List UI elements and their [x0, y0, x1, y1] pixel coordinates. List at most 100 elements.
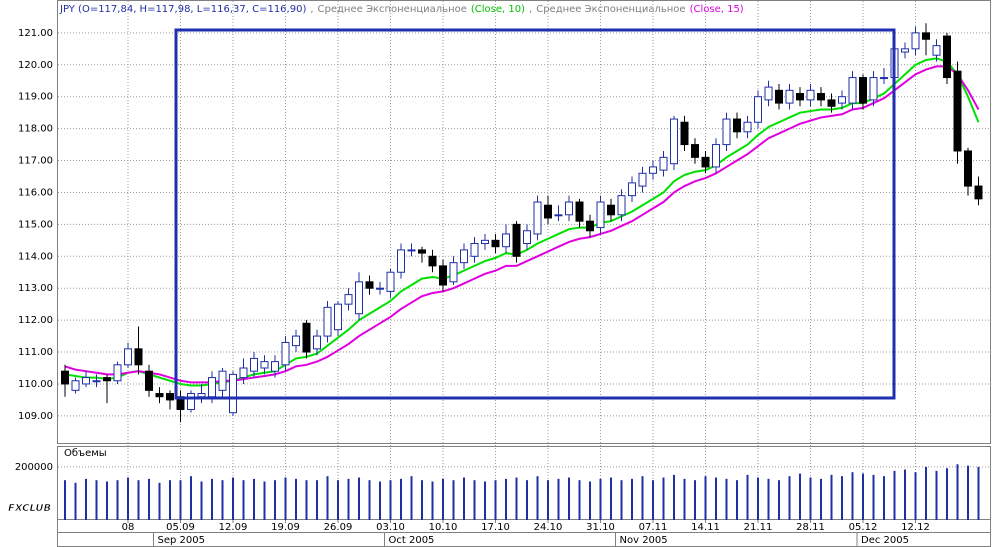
y-tick-label: 121.00 — [18, 28, 53, 39]
candle-body — [859, 77, 867, 104]
volume-bar — [232, 477, 234, 520]
x-tick-label: 07.11 — [639, 522, 668, 533]
candle-body — [596, 201, 605, 229]
volume-bar — [274, 480, 276, 520]
volume-bar — [757, 477, 759, 520]
candle-body — [827, 99, 836, 107]
ema-line — [64, 65, 980, 384]
chart-header: JPY (O=117,84, H=117,98, L=116,37, C=116… — [59, 4, 744, 15]
volume-bar — [526, 480, 528, 520]
x-tick-label: 19.09 — [271, 522, 300, 533]
volume-bar — [337, 480, 339, 520]
volume-bar — [914, 472, 917, 520]
x-tick-label: 26.09 — [324, 522, 353, 533]
volume-bar — [547, 480, 549, 520]
volume-bar — [431, 481, 434, 520]
candle-body — [880, 77, 888, 80]
candle-body — [439, 265, 447, 286]
ema-line — [64, 57, 980, 387]
candle-body — [103, 377, 111, 382]
volume-bar — [95, 480, 98, 520]
volume-bar — [127, 477, 129, 520]
x-tick-label: 28.11 — [796, 522, 825, 533]
candle-body — [953, 70, 962, 152]
volume-bar — [169, 480, 171, 520]
candle-body — [943, 35, 951, 79]
volume-bar — [610, 477, 612, 520]
candle-body — [470, 243, 479, 257]
x-tick-label: 05.09 — [166, 522, 195, 533]
volume-bar — [977, 466, 980, 520]
candle-body — [397, 249, 405, 273]
legend-entry: (Close, 10) — [471, 4, 525, 15]
volume-bar — [190, 476, 192, 520]
candle-body — [323, 306, 332, 337]
candle-body — [376, 287, 384, 290]
candle-body — [197, 393, 206, 398]
candle-body — [838, 96, 846, 104]
candle-body — [533, 201, 542, 235]
candle-body — [743, 121, 752, 133]
volume-bar — [862, 473, 864, 520]
candle-body — [565, 201, 573, 216]
candle-body — [71, 380, 80, 391]
separator: , — [310, 4, 313, 15]
volume-bar — [452, 480, 455, 520]
candle-body — [229, 373, 237, 414]
volume-bar — [505, 478, 507, 520]
x-tick-label: 24.10 — [534, 522, 563, 533]
candle-body — [575, 201, 584, 222]
volume-bar — [872, 474, 875, 520]
volume-bar — [221, 480, 224, 520]
volume-bar — [778, 480, 780, 520]
candle-body — [449, 262, 458, 283]
candle-body — [491, 239, 500, 248]
candle-body — [733, 118, 741, 133]
candle-body — [806, 89, 815, 101]
candle-body — [344, 294, 353, 305]
volume-title: Объемы — [64, 448, 107, 459]
candle-body — [355, 281, 363, 315]
candle-body — [218, 370, 227, 391]
volume-bar — [851, 472, 854, 520]
candle-body — [145, 370, 153, 391]
candle-body — [607, 204, 615, 216]
volume-bar — [368, 480, 371, 520]
candle-body — [124, 348, 132, 366]
candle-body — [82, 377, 90, 385]
candle-body — [155, 393, 164, 398]
candle-body — [701, 156, 710, 168]
candle-body — [302, 322, 311, 353]
y-tick-label: 118.00 — [18, 124, 53, 135]
candle-body — [649, 166, 657, 174]
volume-bar — [358, 477, 360, 520]
y-tick-label: 116.00 — [18, 187, 53, 198]
candle-body — [113, 364, 122, 382]
candle-body — [796, 93, 804, 101]
candle-body — [554, 214, 563, 217]
candle-body — [512, 223, 521, 257]
candle-body — [638, 172, 647, 187]
candle-body — [407, 249, 416, 252]
volume-bar — [767, 478, 770, 520]
x-tick-label: 21.11 — [744, 522, 773, 533]
volume-bar — [746, 474, 749, 520]
volume-bar — [253, 478, 255, 520]
volume-bar — [589, 481, 591, 520]
candle-body — [281, 341, 290, 366]
price-panel — [57, 0, 991, 444]
candle-body — [523, 230, 531, 245]
candle-body — [628, 182, 636, 197]
volume-bar — [967, 465, 969, 520]
volume-bar — [85, 478, 87, 520]
candle-body — [680, 121, 689, 146]
volume-bar — [421, 480, 423, 520]
volume-bar — [704, 476, 707, 520]
candle-body — [92, 380, 101, 383]
volume-bar — [809, 477, 812, 520]
candle-body — [460, 249, 468, 264]
candle-body — [187, 393, 195, 410]
candle-body — [901, 48, 909, 53]
candle-body — [428, 255, 437, 267]
